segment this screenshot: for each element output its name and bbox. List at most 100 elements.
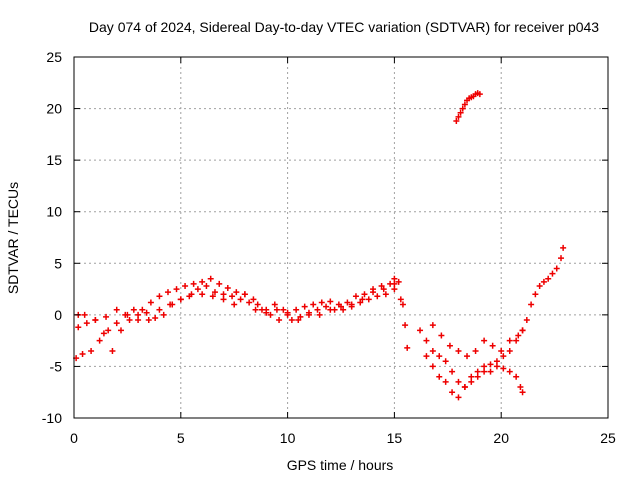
y-tick-label: -5 (50, 358, 63, 374)
data-point (297, 313, 304, 320)
data-point (506, 347, 513, 354)
data-point (464, 353, 471, 360)
data-point (305, 309, 312, 316)
data-point (506, 368, 513, 375)
data-point (459, 105, 466, 112)
data-point (487, 368, 494, 375)
data-point (461, 101, 468, 108)
x-tick-label: 0 (70, 430, 78, 446)
data-point (147, 299, 154, 306)
data-point (429, 322, 436, 329)
data-point (468, 373, 475, 380)
data-point (474, 373, 481, 380)
data-point (96, 337, 103, 344)
data-point (474, 368, 481, 375)
data-point (199, 278, 206, 285)
data-point (352, 293, 359, 300)
data-point (455, 347, 462, 354)
data-point (532, 291, 539, 298)
data-point (314, 306, 321, 313)
data-point (216, 280, 223, 287)
data-point (293, 306, 300, 313)
data-point (397, 296, 404, 303)
data-point (233, 289, 240, 296)
data-point (190, 280, 197, 287)
data-point (365, 296, 372, 303)
data-point (357, 299, 364, 306)
data-point (500, 353, 507, 360)
data-point (254, 301, 261, 308)
data-point (295, 317, 302, 324)
data-point (344, 299, 351, 306)
data-point (489, 342, 496, 349)
data-point (442, 358, 449, 365)
x-axis-label: GPS time / hours (287, 457, 394, 473)
data-point (545, 275, 552, 282)
data-point (481, 363, 488, 370)
y-tick-label: 25 (46, 49, 62, 65)
data-point (160, 311, 167, 318)
data-point (461, 384, 468, 391)
data-point (246, 299, 253, 306)
y-tick-label: 15 (46, 152, 62, 168)
data-point (209, 293, 216, 300)
data-point (301, 303, 308, 310)
data-point (75, 324, 82, 331)
data-point (199, 291, 206, 298)
series-trace-c (75, 280, 398, 324)
data-point (429, 363, 436, 370)
data-point (284, 311, 291, 318)
data-point (523, 317, 530, 324)
data-point (113, 320, 120, 327)
data-point (126, 317, 133, 324)
data-point (429, 347, 436, 354)
data-point (156, 306, 163, 313)
data-point (280, 306, 287, 313)
data-point (449, 368, 456, 375)
data-point (194, 286, 201, 293)
data-point (156, 293, 163, 300)
data-point (318, 299, 325, 306)
data-point (145, 317, 152, 324)
data-point (338, 303, 344, 310)
data-point (391, 286, 398, 293)
data-point (100, 330, 107, 337)
axis-ticks: 0 5 10 15 20 25 -10 -5 0 5 10 15 20 25 (42, 49, 616, 446)
data-point (103, 313, 110, 320)
grid (74, 57, 608, 418)
data-point (327, 298, 334, 305)
data-point (130, 306, 137, 313)
data-point (211, 289, 218, 296)
data-point (263, 309, 270, 316)
data-point (382, 291, 389, 298)
data-point (380, 286, 387, 293)
data-point (519, 389, 526, 396)
data-point (391, 275, 398, 282)
data-point (404, 344, 411, 351)
data-point (229, 293, 236, 300)
series-trace-e (423, 353, 526, 401)
data-point (164, 289, 171, 296)
data-point (395, 278, 402, 285)
data-points (73, 90, 567, 401)
data-point (135, 311, 142, 318)
series-trace-b (75, 282, 409, 354)
data-point (472, 347, 479, 354)
data-point (476, 91, 483, 98)
data-point (515, 332, 522, 339)
data-point (455, 394, 462, 401)
data-point (252, 306, 259, 313)
data-point (455, 113, 462, 120)
data-point (558, 255, 565, 262)
data-point (378, 282, 385, 289)
data-point (417, 327, 424, 334)
data-point (207, 275, 214, 282)
data-point (423, 337, 430, 344)
data-point (457, 109, 464, 116)
data-point (224, 285, 231, 292)
data-point (493, 363, 500, 370)
data-point (143, 309, 150, 316)
data-point (316, 311, 323, 318)
data-point (109, 347, 116, 354)
data-point (220, 296, 227, 303)
